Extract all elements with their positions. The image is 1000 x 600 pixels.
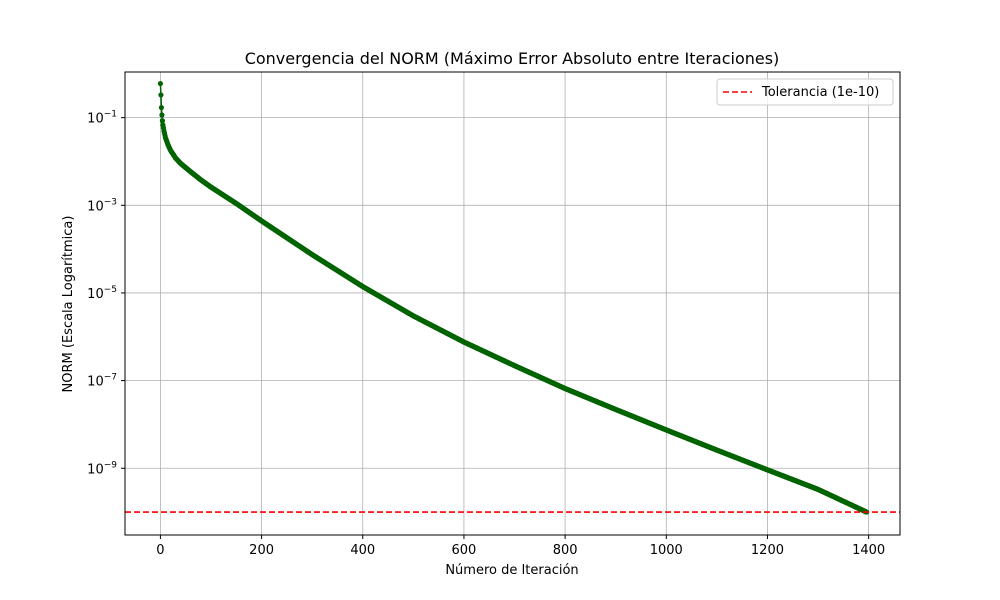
chart-title: Convergencia del NORM (Máximo Error Abso… xyxy=(245,49,780,68)
y-tick-label: 10−9 xyxy=(87,460,117,477)
x-axis-ticks: 0 200 400 600 800 1000 1200 1400 xyxy=(156,535,885,558)
series-point xyxy=(158,104,165,111)
x-tick-label: 1400 xyxy=(852,543,885,558)
series-point xyxy=(159,118,166,124)
x-tick-label: 0 xyxy=(156,543,164,558)
series-layer xyxy=(157,80,870,515)
x-tick-label: 400 xyxy=(350,543,375,558)
series-point xyxy=(159,112,165,118)
x-tick-label: 800 xyxy=(553,543,578,558)
y-tick-label: 10−1 xyxy=(87,110,117,127)
legend-box xyxy=(716,78,894,106)
y-tick-label: 10−7 xyxy=(87,373,117,390)
y-axis-ticks: 10−1 10−3 10−5 10−7 10−9 xyxy=(87,110,125,477)
plot-frame xyxy=(124,71,901,536)
series-point xyxy=(158,92,164,98)
y-axis-label: NORM (Escala Logarítmica) xyxy=(61,216,76,393)
series-point xyxy=(157,80,164,87)
x-axis-label: Número de Iteración xyxy=(445,563,578,578)
grid-lines xyxy=(125,72,900,535)
legend: Tolerancia (1e-10) xyxy=(716,78,894,106)
x-tick-label: 200 xyxy=(249,543,274,558)
x-tick-label: 1000 xyxy=(650,543,683,558)
legend-label-tolerancia: Tolerancia (1e-10) xyxy=(761,85,879,100)
y-tick-label: 10−3 xyxy=(87,197,117,214)
x-tick-label: 600 xyxy=(452,543,477,558)
x-tick-label: 1200 xyxy=(751,543,784,558)
y-tick-label: 10−5 xyxy=(87,285,117,302)
